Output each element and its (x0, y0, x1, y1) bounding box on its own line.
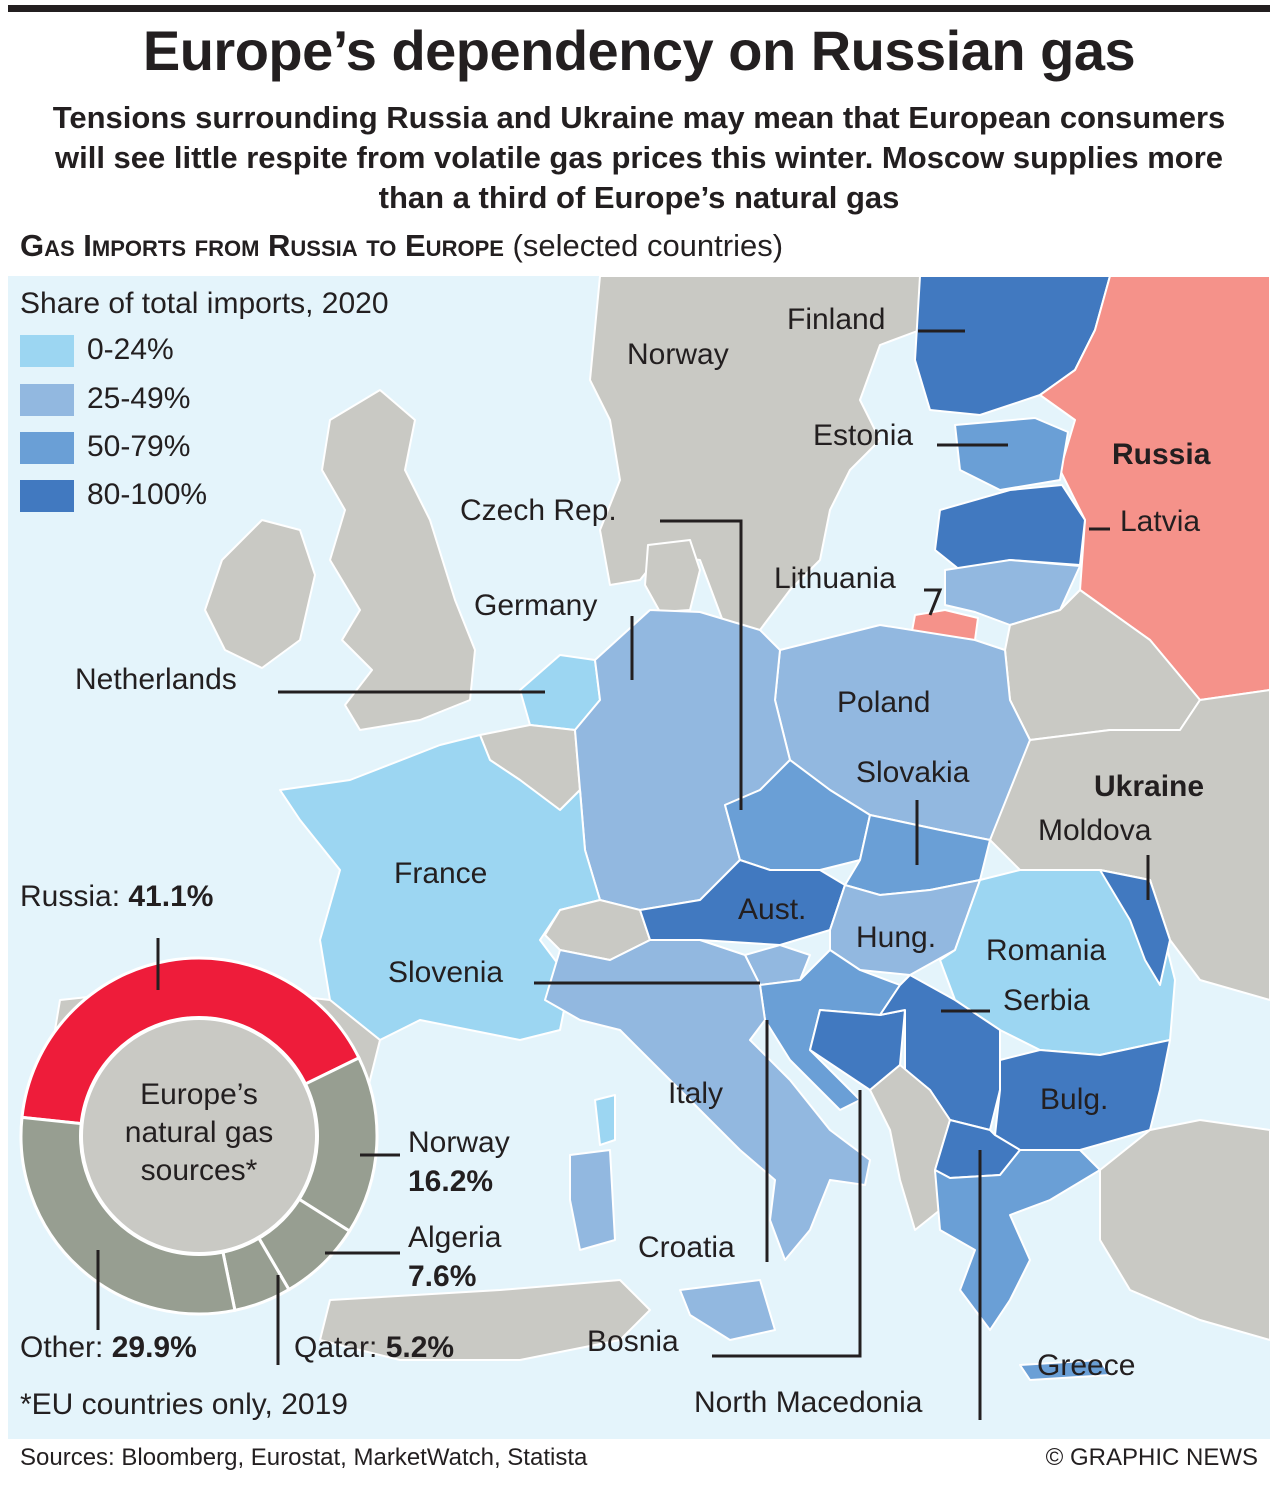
country-hungary (829, 879, 981, 976)
donut-label-name: Other (20, 1331, 96, 1364)
legend-swatch (20, 480, 74, 512)
land-ireland (204, 519, 316, 669)
donut-label-algeria-value: 7.6% (408, 1260, 477, 1293)
label-france: France (394, 857, 488, 890)
label-croatia: Croatia (638, 1231, 735, 1264)
land-turkey (1099, 1119, 1270, 1341)
legend-swatch (20, 335, 74, 367)
section-heading: Gas Imports from Russia to Europe (selec… (20, 228, 783, 264)
subtitle: Tensions surrounding Russia and Ukraine … (52, 100, 1226, 215)
footnote: *EU countries only, 2019 (20, 1388, 348, 1421)
label-lithuania: Lithuania (774, 562, 896, 595)
donut-chart (19, 956, 379, 1316)
label-finland: Finland (787, 303, 886, 336)
land-great-britain (321, 389, 476, 731)
land-denmark (644, 539, 701, 613)
donut-hole (79, 1016, 319, 1256)
label-serbia: Serbia (1003, 984, 1090, 1017)
top-rule (8, 5, 1270, 12)
country-estonia (954, 417, 1069, 491)
donut-label-name: Russia (20, 880, 112, 913)
legend-swatch (20, 384, 74, 416)
section-note: (selected countries) (512, 228, 784, 263)
label-slovenia: Slovenia (388, 956, 504, 989)
donut-center-line: sources* (140, 1154, 258, 1187)
label-romania: Romania (986, 934, 1107, 967)
label-norway: Norway (627, 338, 729, 371)
country-greece-crete (1019, 1359, 1111, 1381)
label-latvia: Latvia (1120, 505, 1201, 538)
credit: © GRAPHIC NEWS (1045, 1444, 1258, 1471)
label-greece: Greece (1037, 1349, 1136, 1382)
label-north-macedonia: North Macedonia (694, 1386, 923, 1419)
donut-center-label: Europe’s natural gas sources* (90, 1076, 308, 1190)
donut-label-russia: Russia: 41.1% (20, 880, 214, 913)
label-hungary: Hung. (856, 921, 937, 954)
page-title: Europe’s dependency on Russian gas (142, 19, 1136, 82)
donut-label-algeria-name: Algeria (408, 1221, 502, 1254)
country-ukraine (989, 689, 1270, 1001)
country-serbia (879, 974, 1001, 1131)
label-russia: Russia (1112, 438, 1211, 471)
country-italy-sardinia (569, 1149, 616, 1251)
map-panel (8, 276, 1270, 1439)
label-bosnia: Bosnia (587, 1325, 679, 1358)
label-netherlands: Netherlands (75, 663, 237, 696)
donut-label-norway-name: Norway (408, 1126, 510, 1159)
donut-label-name: Qatar (294, 1331, 370, 1364)
legend-label: 0-24% (87, 333, 174, 366)
donut-leader-lines (96, 938, 400, 1365)
country-italy-sicily (679, 1279, 776, 1341)
donut-center-line: Europe’s (140, 1078, 258, 1111)
land-corsica (594, 1094, 616, 1146)
land-north-africa (319, 1279, 651, 1361)
leader-lines (278, 329, 1150, 1420)
legend-swatch (20, 432, 74, 464)
sources: Sources: Bloomberg, Eurostat, MarketWatc… (20, 1444, 588, 1471)
label-germany: Germany (474, 589, 598, 622)
donut-label-other: Other: 29.9% (20, 1331, 197, 1364)
donut-label-norway-value: 16.2% (408, 1165, 494, 1198)
donut-label-value: 5.2% (385, 1331, 455, 1364)
donut-label-value: 41.1% (128, 880, 214, 913)
legend-title: Share of total imports, 2020 (20, 287, 389, 320)
section-title: Gas Imports from Russia to Europe (20, 228, 504, 263)
label-italy: Italy (668, 1077, 724, 1110)
country-france (279, 734, 601, 1041)
donut-label-value: 29.9% (111, 1331, 197, 1364)
label-ukraine: Ukraine (1094, 770, 1205, 803)
country-greece (934, 1149, 1101, 1331)
legend-label: 50-79% (87, 430, 191, 463)
label-slovakia: Slovakia (856, 756, 970, 789)
country-latvia (934, 484, 1086, 571)
legend-label: 25-49% (87, 382, 191, 415)
label-bulgaria: Bulg. (1040, 1083, 1109, 1116)
donut-center-line: natural gas (124, 1116, 274, 1149)
country-italy (544, 939, 871, 1261)
legend-label: 80-100% (87, 478, 208, 511)
donut-label-qatar: Qatar: 5.2% (294, 1331, 455, 1364)
label-czech-rep: Czech Rep. (460, 494, 617, 527)
label-poland: Poland (837, 686, 931, 719)
label-moldova: Moldova (1038, 814, 1152, 847)
country-moldova (1099, 869, 1171, 986)
europe-map (19, 276, 1270, 1420)
label-austria: Aust. (738, 893, 807, 926)
label-estonia: Estonia (813, 419, 914, 452)
